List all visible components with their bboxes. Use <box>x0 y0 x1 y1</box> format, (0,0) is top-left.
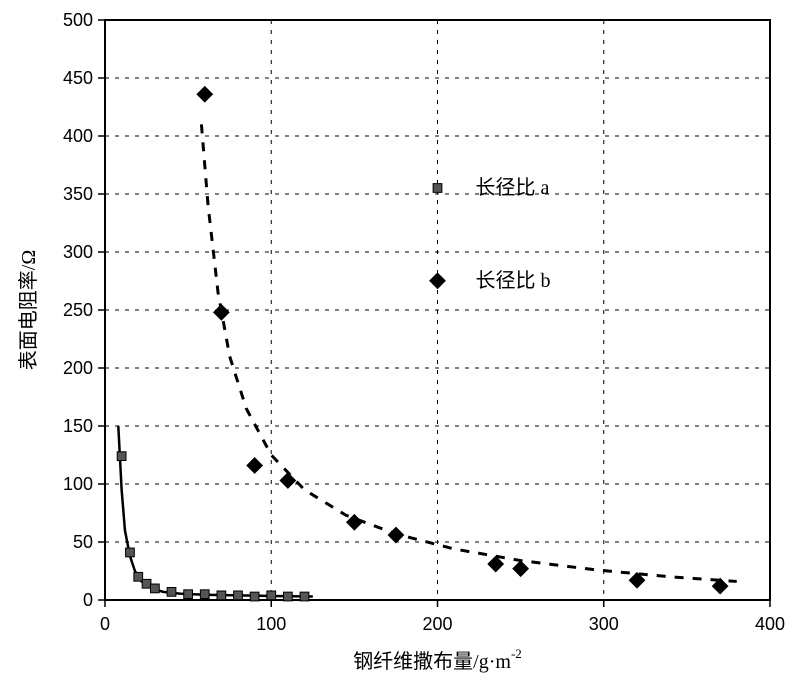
y-tick-label: 250 <box>63 300 93 320</box>
legend-label-a: 长径比 a <box>476 176 550 199</box>
x-tick-label: 0 <box>100 614 110 634</box>
marker-square <box>126 548 135 557</box>
y-tick-label: 350 <box>63 184 93 204</box>
y-tick-label: 150 <box>63 416 93 436</box>
marker-square <box>134 572 143 581</box>
y-tick-label: 200 <box>63 358 93 378</box>
y-tick-label: 100 <box>63 474 93 494</box>
y-tick-label: 300 <box>63 242 93 262</box>
marker-square <box>151 584 160 593</box>
chart-bg <box>0 0 800 691</box>
marker-square <box>300 592 309 601</box>
marker-square <box>200 590 209 599</box>
marker-square <box>184 590 193 599</box>
y-tick-label: 50 <box>73 532 93 552</box>
marker-square <box>217 591 226 600</box>
x-tick-label: 300 <box>589 614 619 634</box>
x-tick-label: 200 <box>422 614 452 634</box>
marker-square <box>234 591 243 600</box>
chart-svg: 0 100 200 300 400 0 50 100 150 200 250 300 350 400 450… <box>0 0 800 691</box>
y-tick-label: 0 <box>83 590 93 610</box>
marker-square <box>117 452 126 461</box>
x-tick-label: 100 <box>256 614 286 634</box>
chart-container: 0 100 200 300 400 0 50 100 150 200 250 300 350 400 450… <box>0 0 800 691</box>
marker-square <box>284 592 293 601</box>
y-tick-label: 400 <box>63 126 93 146</box>
legend-label-b: 长径比 b <box>476 269 551 292</box>
y-tick-label: 450 <box>63 68 93 88</box>
marker-square <box>167 588 176 597</box>
marker-square <box>433 184 442 193</box>
marker-square <box>250 592 259 601</box>
marker-square <box>142 579 151 588</box>
x-tick-label: 400 <box>755 614 785 634</box>
x-axis-label: 钢纤维撒布量/g·m-2 <box>353 646 522 673</box>
y-tick-label: 500 <box>63 10 93 30</box>
y-axis-label: 表面电阻率/Ω <box>17 250 40 370</box>
marker-square <box>267 591 276 600</box>
